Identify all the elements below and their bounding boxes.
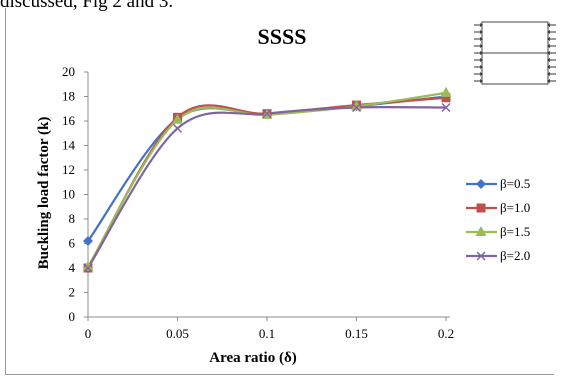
legend-label-1: β=0.5 <box>500 176 530 191</box>
y-tick-label: 8 <box>69 211 76 226</box>
data-point-series-4 <box>351 102 362 113</box>
y-axis-title: Buckling load factor (k) <box>36 117 52 270</box>
legend-marker-3 <box>475 226 487 236</box>
series-line-3 <box>87 91 447 268</box>
series-line-2 <box>87 96 447 269</box>
x-tick-label: 0.15 <box>345 326 368 341</box>
y-tick-label: 6 <box>69 236 76 251</box>
data-point-series-2 <box>441 93 451 103</box>
x-tick-label: 0.05 <box>166 326 189 341</box>
y-tick-label: 16 <box>62 113 76 128</box>
axes <box>87 72 450 318</box>
legend-marker-4 <box>476 251 486 261</box>
x-tick-labels: 0 0.05 0.1 0.15 0.2 <box>85 317 454 341</box>
data-point-series-1 <box>83 236 93 247</box>
chart-title: SSSS <box>258 24 307 49</box>
series-markers <box>82 86 452 273</box>
legend-label-4: β=2.0 <box>500 248 530 263</box>
legend-label-3: β=1.5 <box>500 224 530 239</box>
series-line-4 <box>87 105 447 269</box>
y-tick-label: 14 <box>62 138 76 153</box>
series-lines <box>87 91 447 269</box>
data-point-series-4 <box>262 109 272 119</box>
chart-frame <box>5 8 554 375</box>
y-tick-label: 2 <box>69 285 76 300</box>
data-point-series-3 <box>351 100 362 111</box>
legend: β=0.5 β=1.0 β=1.5 β=2.0 <box>466 176 530 263</box>
y-tick-label: 10 <box>62 187 75 202</box>
data-point-series-4 <box>441 102 451 113</box>
legend-marker-2 <box>476 203 486 213</box>
y-tick-label: 4 <box>69 260 76 275</box>
plate-schematic-icon <box>474 21 556 85</box>
data-point-series-3 <box>440 86 452 97</box>
y-tick-label: 18 <box>62 89 75 104</box>
data-point-series-3 <box>82 260 94 271</box>
x-axis-title: Area ratio (δ) <box>209 350 296 366</box>
y-tick-label: 12 <box>62 162 75 177</box>
data-point-series-4 <box>83 263 93 273</box>
page-caption: discussed, Fig 2 and 3. <box>0 0 174 12</box>
legend-label-2: β=1.0 <box>500 200 530 215</box>
data-point-series-4 <box>172 123 183 133</box>
y-tick-labels: 0 2 4 6 8 10 12 14 16 18 20 <box>62 64 88 324</box>
y-tick-label: 0 <box>69 309 76 324</box>
y-tick-label: 20 <box>62 64 75 79</box>
x-tick-label: 0.2 <box>438 326 454 341</box>
x-tick-label: 0.1 <box>259 326 275 341</box>
x-tick-label: 0 <box>85 326 92 341</box>
data-point-series-3 <box>172 113 183 124</box>
legend-marker-1 <box>476 179 486 189</box>
